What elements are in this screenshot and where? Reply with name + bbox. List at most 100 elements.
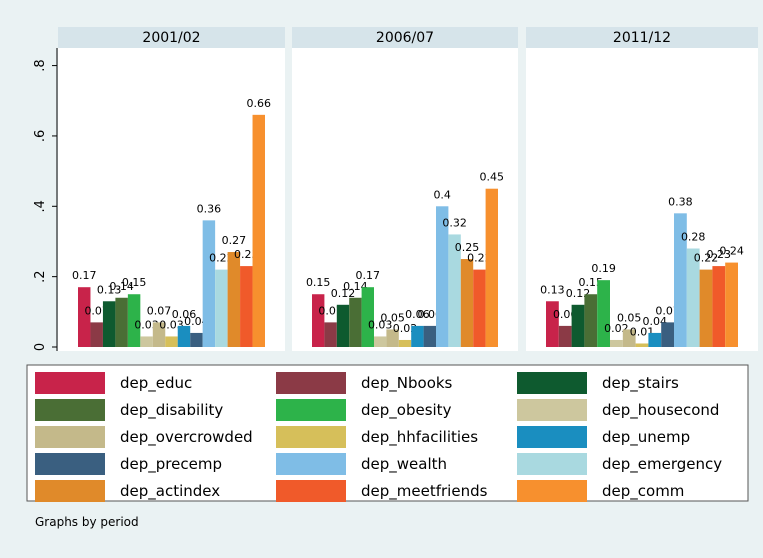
value-label: 0.17 — [72, 269, 97, 282]
value-label: 0.04 — [184, 315, 209, 328]
legend-swatch — [517, 453, 587, 475]
value-label: 0.07 — [147, 304, 172, 317]
value-label: 0.12 — [331, 287, 356, 300]
bar — [584, 294, 598, 347]
value-label: 0.06 — [172, 308, 197, 321]
bar — [78, 287, 91, 347]
bar — [140, 336, 153, 347]
bar — [102, 301, 116, 347]
bar — [558, 325, 572, 347]
bar — [90, 322, 103, 347]
value-label: 0.14 — [343, 280, 368, 293]
bar — [725, 262, 738, 347]
value-label: 0.06 — [553, 308, 578, 321]
legend-label: dep_comm — [602, 482, 684, 501]
value-label: 0.13 — [97, 283, 122, 296]
legend-label: dep_overcrowded — [120, 428, 253, 447]
legend-label: dep_wealth — [361, 455, 447, 474]
bar — [165, 336, 178, 347]
legend-swatch — [517, 372, 587, 394]
panel-title: 2001/02 — [142, 30, 200, 46]
bar — [215, 269, 228, 347]
bar — [152, 322, 166, 347]
bar — [312, 294, 325, 347]
bar — [699, 269, 713, 347]
value-label: 0.03 — [368, 318, 393, 331]
bar — [635, 343, 649, 347]
value-label: 0.25 — [455, 241, 480, 254]
value-label: 0.01 — [630, 325, 655, 338]
bar — [227, 252, 241, 347]
value-label: 0.07 — [318, 304, 343, 317]
y-tick-label: 0 — [33, 343, 48, 351]
y-tick-label: .6 — [33, 130, 48, 142]
panel-header — [526, 27, 758, 48]
legend-label: dep_stairs — [602, 374, 679, 393]
legend-swatch — [276, 372, 346, 394]
bar — [661, 322, 674, 347]
bar — [485, 188, 498, 347]
value-label: 0.38 — [668, 195, 693, 208]
legend-swatch — [35, 399, 105, 421]
panel-header — [58, 27, 285, 48]
legend-label: dep_precemp — [120, 455, 222, 474]
legend-box — [26, 364, 749, 502]
bar — [202, 220, 216, 347]
legend-label: dep_Nbooks — [361, 374, 453, 393]
panel-header — [292, 27, 518, 48]
value-label: 0.45 — [480, 171, 505, 184]
legend-label: dep_housecond — [602, 401, 719, 420]
y-tick-label: .2 — [33, 270, 48, 282]
y-tick-label: .8 — [33, 59, 48, 71]
bar — [190, 332, 203, 347]
legend-swatch — [276, 480, 346, 502]
value-label: 0.27 — [222, 234, 247, 247]
legend-swatch — [35, 426, 105, 448]
bar — [336, 304, 350, 347]
value-label: 0.17 — [356, 269, 381, 282]
legend-swatch — [517, 426, 587, 448]
bar — [177, 325, 191, 347]
legend-swatch — [517, 399, 587, 421]
legend-label: dep_educ — [120, 374, 192, 393]
bar — [411, 325, 424, 347]
bar — [546, 301, 559, 347]
legend-label: dep_disability — [120, 401, 223, 420]
value-label: 0.36 — [197, 202, 222, 215]
bar — [597, 280, 610, 347]
bar — [324, 322, 337, 347]
bar — [473, 269, 486, 347]
panel-title: 2011/12 — [613, 30, 671, 46]
bar — [436, 206, 449, 347]
panel-title: 2006/07 — [376, 30, 434, 46]
legend-swatch — [276, 453, 346, 475]
value-label: 0.15 — [306, 276, 331, 289]
bar — [648, 332, 662, 347]
note: Graphs by period — [35, 515, 139, 529]
bar — [674, 213, 687, 347]
bar — [115, 297, 128, 347]
legend-swatch — [517, 480, 587, 502]
value-label: 0.32 — [442, 216, 467, 229]
legend-label: dep_actindex — [120, 482, 220, 501]
value-label: 0.04 — [643, 315, 668, 328]
value-label: 0.19 — [591, 262, 616, 275]
legend-swatch — [35, 480, 105, 502]
value-label: 0.15 — [122, 276, 147, 289]
bar — [127, 294, 141, 347]
y-tick-label: .4 — [33, 200, 48, 212]
bar — [686, 248, 700, 347]
value-label: 0.07 — [655, 304, 680, 317]
legend-label: dep_hhfacilities — [361, 428, 478, 447]
legend-label: dep_emergency — [602, 455, 722, 474]
value-label: 0.07 — [84, 304, 109, 317]
bar — [386, 329, 399, 347]
value-label: 0.23 — [707, 248, 732, 261]
value-label: 0.28 — [681, 231, 706, 244]
value-label: 0.05 — [617, 311, 642, 324]
bar — [374, 336, 387, 347]
bar — [622, 329, 636, 347]
value-label: 0.23 — [234, 248, 259, 261]
value-label: 0.22 — [467, 252, 492, 265]
value-label: 0.14 — [109, 280, 134, 293]
